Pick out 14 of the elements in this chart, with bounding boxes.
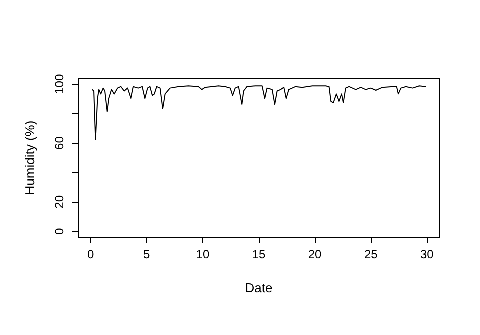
x-tick-label: 5 xyxy=(144,248,151,262)
x-tick-label: 0 xyxy=(87,248,94,262)
line-series xyxy=(92,86,427,140)
y-tick-label: 60 xyxy=(52,136,66,150)
x-tick-label: 15 xyxy=(252,248,266,262)
x-tick-label: 10 xyxy=(196,248,210,262)
y-tick-label: 0 xyxy=(52,228,66,235)
x-tick-label: 25 xyxy=(364,248,378,262)
y-tick-label: 20 xyxy=(52,195,66,209)
x-tick-label: 20 xyxy=(308,248,322,262)
x-axis-title: Date xyxy=(245,280,273,296)
x-tick-label: 30 xyxy=(420,248,434,262)
y-tick-label: 100 xyxy=(52,74,66,94)
y-axis-title: Humidity (%) xyxy=(22,120,38,196)
